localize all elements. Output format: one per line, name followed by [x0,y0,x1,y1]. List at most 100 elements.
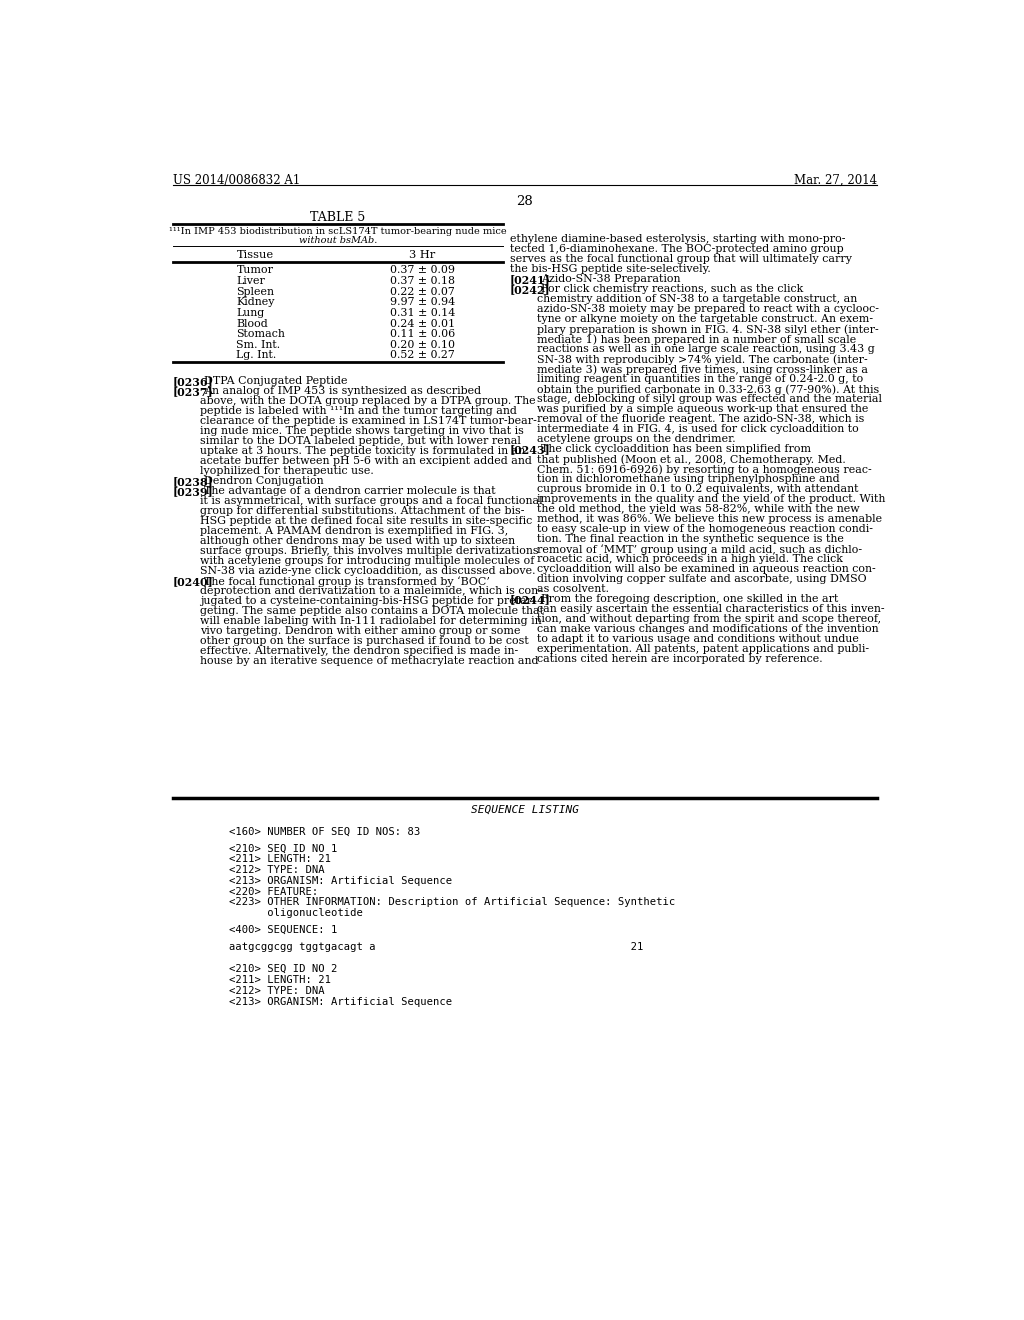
Text: roacetic acid, which proceeds in a high yield. The click: roacetic acid, which proceeds in a high … [538,554,843,564]
Text: <211> LENGTH: 21: <211> LENGTH: 21 [228,854,331,865]
Text: to easy scale-up in view of the homogeneous reaction condi-: to easy scale-up in view of the homogene… [538,524,873,535]
Text: lyophilized for therapeutic use.: lyophilized for therapeutic use. [200,466,374,475]
Text: <213> ORGANISM: Artificial Sequence: <213> ORGANISM: Artificial Sequence [228,997,452,1007]
Text: [0238]: [0238] [173,475,214,487]
Text: vivo targeting. Dendron with either amino group or some: vivo targeting. Dendron with either amin… [200,626,520,636]
Text: peptide is labeled with ¹¹¹In and the tumor targeting and: peptide is labeled with ¹¹¹In and the tu… [200,405,517,416]
Text: Tumor: Tumor [237,265,273,276]
Text: [0241]: [0241] [510,275,551,285]
Text: 0.24 ± 0.01: 0.24 ± 0.01 [390,318,455,329]
Text: SN-38 via azide-yne click cycloaddition, as discussed above.: SN-38 via azide-yne click cycloaddition,… [200,566,536,576]
Text: <223> OTHER INFORMATION: Description of Artificial Sequence: Synthetic: <223> OTHER INFORMATION: Description of … [228,898,675,907]
Text: 3 Hr: 3 Hr [410,249,435,260]
Text: clearance of the peptide is examined in LS174T tumor-bear-: clearance of the peptide is examined in … [200,416,537,426]
Text: Lung: Lung [237,308,265,318]
Text: The focal functional group is transformed by ‘BOC’: The focal functional group is transforme… [204,576,489,586]
Text: [0244]: [0244] [510,594,551,605]
Text: will enable labeling with In-111 radiolabel for determining in: will enable labeling with In-111 radiola… [200,616,542,626]
Text: Chem. 51: 6916-6926) by resorting to a homogeneous reac-: Chem. 51: 6916-6926) by resorting to a h… [538,465,872,475]
Text: <211> LENGTH: 21: <211> LENGTH: 21 [228,975,331,985]
Text: 0.22 ± 0.07: 0.22 ± 0.07 [390,286,455,297]
Text: obtain the purified carbonate in 0.33-2.63 g (77-90%). At this: obtain the purified carbonate in 0.33-2.… [538,384,880,395]
Text: geting. The same peptide also contains a DOTA molecule that: geting. The same peptide also contains a… [200,606,544,616]
Text: cycloaddition will also be examined in aqueous reaction con-: cycloaddition will also be examined in a… [538,564,876,574]
Text: as cosolvent.: as cosolvent. [538,585,609,594]
Text: <210> SEQ ID NO 1: <210> SEQ ID NO 1 [228,843,337,854]
Text: TABLE 5: TABLE 5 [310,211,366,224]
Text: limiting reagent in quantities in the range of 0.24-2.0 g, to: limiting reagent in quantities in the ra… [538,374,863,384]
Text: <220> FEATURE:: <220> FEATURE: [228,887,318,896]
Text: similar to the DOTA labeled peptide, but with lower renal: similar to the DOTA labeled peptide, but… [200,436,521,446]
Text: removal of ‘MMT’ group using a mild acid, such as dichlo-: removal of ‘MMT’ group using a mild acid… [538,544,862,554]
Text: <210> SEQ ID NO 2: <210> SEQ ID NO 2 [228,964,337,974]
Text: azido-SN-38 moiety may be prepared to react with a cyclooc-: azido-SN-38 moiety may be prepared to re… [538,304,880,314]
Text: deprotection and derivatization to a maleimide, which is con-: deprotection and derivatization to a mal… [200,586,542,595]
Text: intermediate 4 in FIG. 4, is used for click cycloaddition to: intermediate 4 in FIG. 4, is used for cl… [538,424,859,434]
Text: [0242]: [0242] [510,284,551,294]
Text: acetylene groups on the dendrimer.: acetylene groups on the dendrimer. [538,434,736,444]
Text: Azido-SN-38 Preparation: Azido-SN-38 Preparation [541,275,681,284]
Text: 0.52 ± 0.27: 0.52 ± 0.27 [390,350,455,360]
Text: Dendron Conjugation: Dendron Conjugation [204,475,324,486]
Text: 28: 28 [516,195,534,209]
Text: serves as the focal functional group that will ultimately carry: serves as the focal functional group tha… [510,253,852,264]
Text: <213> ORGANISM: Artificial Sequence: <213> ORGANISM: Artificial Sequence [228,875,452,886]
Text: jugated to a cysteine-containing-bis-HSG peptide for pretar-: jugated to a cysteine-containing-bis-HSG… [200,595,536,606]
Text: placement. A PAMAM dendron is exemplified in FIG. 3,: placement. A PAMAM dendron is exemplifie… [200,525,508,536]
Text: mediate 1) has been prepared in a number of small scale: mediate 1) has been prepared in a number… [538,334,856,345]
Text: cuprous bromide in 0.1 to 0.2 equivalents, with attendant: cuprous bromide in 0.1 to 0.2 equivalent… [538,484,859,494]
Text: DTPA Conjugated Peptide: DTPA Conjugated Peptide [204,376,347,385]
Text: it is asymmetrical, with surface groups and a focal functional: it is asymmetrical, with surface groups … [200,496,543,506]
Text: tyne or alkyne moiety on the targetable construct. An exem-: tyne or alkyne moiety on the targetable … [538,314,873,323]
Text: US 2014/0086832 A1: US 2014/0086832 A1 [173,174,300,187]
Text: surface groups. Briefly, this involves multiple derivatizations: surface groups. Briefly, this involves m… [200,546,539,556]
Text: reactions as well as in one large scale reaction, using 3.43 g: reactions as well as in one large scale … [538,345,874,354]
Text: Tissue: Tissue [237,249,273,260]
Text: the old method, the yield was 58-82%, while with the new: the old method, the yield was 58-82%, wh… [538,504,860,513]
Text: Kidney: Kidney [237,297,275,308]
Text: method, it was 86%. We believe this new process is amenable: method, it was 86%. We believe this new … [538,515,883,524]
Text: uptake at 3 hours. The peptide toxicity is formulated in an: uptake at 3 hours. The peptide toxicity … [200,446,525,455]
Text: An analog of IMP 453 is synthesized as described: An analog of IMP 453 is synthesized as d… [204,385,481,396]
Text: mediate 3) was prepared five times, using cross-linker as a: mediate 3) was prepared five times, usin… [538,364,868,375]
Text: ¹¹¹In IMP 453 biodistribution in scLS174T tumor-bearing nude mice: ¹¹¹In IMP 453 biodistribution in scLS174… [169,227,507,236]
Text: although other dendrons may be used with up to sixteen: although other dendrons may be used with… [200,536,515,546]
Text: was purified by a simple aqueous work-up that ensured the: was purified by a simple aqueous work-up… [538,404,868,414]
Text: above, with the DOTA group replaced by a DTPA group. The: above, with the DOTA group replaced by a… [200,396,536,405]
Text: group for differential substitutions. Attachment of the bis-: group for differential substitutions. At… [200,506,524,516]
Text: From the foregoing description, one skilled in the art: From the foregoing description, one skil… [541,594,839,605]
Text: SEQUENCE LISTING: SEQUENCE LISTING [471,805,579,816]
Text: For click chemistry reactions, such as the click: For click chemistry reactions, such as t… [541,284,803,294]
Text: tion, and without departing from the spirit and scope thereof,: tion, and without departing from the spi… [538,614,882,624]
Text: plary preparation is shown in FIG. 4. SN-38 silyl ether (inter-: plary preparation is shown in FIG. 4. SN… [538,323,879,334]
Text: The advantage of a dendron carrier molecule is that: The advantage of a dendron carrier molec… [204,486,496,496]
Text: [0236]: [0236] [173,376,214,387]
Text: improvements in the quality and the yield of the product. With: improvements in the quality and the yiel… [538,494,886,504]
Text: tected 1,6-diaminohexane. The BOC-protected amino group: tected 1,6-diaminohexane. The BOC-protec… [510,244,844,253]
Text: house by an iterative sequence of methacrylate reaction and: house by an iterative sequence of methac… [200,656,539,667]
Text: 0.11 ± 0.06: 0.11 ± 0.06 [390,329,455,339]
Text: removal of the fluoride reagent. The azido-SN-38, which is: removal of the fluoride reagent. The azi… [538,414,864,424]
Text: that published (Moon et al., 2008, Chemotherapy. Med.: that published (Moon et al., 2008, Chemo… [538,454,846,465]
Text: without bsMAb.: without bsMAb. [299,236,377,246]
Text: acetate buffer between pH 5-6 with an excipient added and: acetate buffer between pH 5-6 with an ex… [200,455,531,466]
Text: 9.97 ± 0.94: 9.97 ± 0.94 [390,297,455,308]
Text: stage, deblocking of silyl group was effected and the material: stage, deblocking of silyl group was eff… [538,395,883,404]
Text: [0240]: [0240] [173,576,214,587]
Text: <160> NUMBER OF SEQ ID NOS: 83: <160> NUMBER OF SEQ ID NOS: 83 [228,826,420,837]
Text: cations cited herein are incorporated by reference.: cations cited herein are incorporated by… [538,655,823,664]
Text: Sm. Int.: Sm. Int. [237,339,281,350]
Text: <212> TYPE: DNA: <212> TYPE: DNA [228,986,325,995]
Text: 0.31 ± 0.14: 0.31 ± 0.14 [390,308,456,318]
Text: tion in dichloromethane using triphenylphosphine and: tion in dichloromethane using triphenylp… [538,474,840,484]
Text: <400> SEQUENCE: 1: <400> SEQUENCE: 1 [228,925,337,935]
Text: 0.20 ± 0.10: 0.20 ± 0.10 [390,339,455,350]
Text: ing nude mice. The peptide shows targeting in vivo that is: ing nude mice. The peptide shows targeti… [200,426,524,436]
Text: ethylene diamine-based esterolysis, starting with mono-pro-: ethylene diamine-based esterolysis, star… [510,234,846,244]
Text: Blood: Blood [237,318,268,329]
Text: can make various changes and modifications of the invention: can make various changes and modificatio… [538,624,879,634]
Text: Stomach: Stomach [237,329,286,339]
Text: effective. Alternatively, the dendron specified is made in-: effective. Alternatively, the dendron sp… [200,645,518,656]
Text: chemistry addition of SN-38 to a targetable construct, an: chemistry addition of SN-38 to a targeta… [538,294,857,304]
Text: with acetylene groups for introducing multiple molecules of: with acetylene groups for introducing mu… [200,556,535,566]
